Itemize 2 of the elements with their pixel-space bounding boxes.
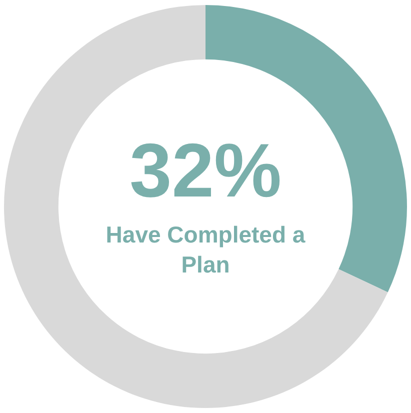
data-label: 32% <box>129 128 282 214</box>
text: Have Completed a Plan <box>106 222 306 278</box>
